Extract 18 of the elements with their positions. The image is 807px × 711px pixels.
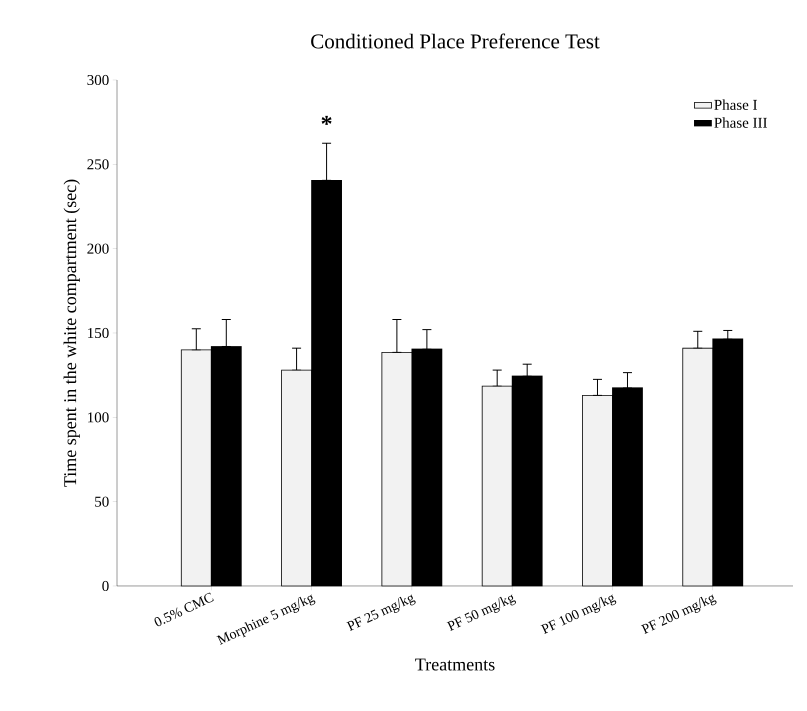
x-tick-label: PF 50 mg/kg: [446, 594, 516, 631]
y-tick-label: 200: [87, 244, 109, 254]
y-tick-label: 100: [88, 412, 109, 422]
x-tick-label: 0.5% CMC: [154, 592, 214, 626]
y-tick-label: 250: [87, 159, 109, 170]
y-tick-label: 50: [95, 496, 109, 507]
y-tick-label: 150: [88, 328, 109, 338]
y-tick-label: 0: [102, 580, 109, 592]
chart-title: Conditioned Place Preference Test: [311, 34, 600, 48]
x-tick-label: PF 100 mg/kg: [540, 594, 616, 634]
x-tick-label: PF 200 mg/kg: [640, 594, 717, 634]
y-tick-label: 300: [87, 74, 109, 86]
x-tick-label: PF 25 mg/kg: [346, 594, 416, 631]
annotation: *: [322, 116, 332, 125]
x-axis-title: Treatments: [415, 658, 495, 671]
legend-label: Phase III: [714, 117, 768, 128]
legend-label: Phase I: [714, 99, 758, 110]
y-axis-title: Time spent in the white compartment (sec): [64, 180, 80, 487]
